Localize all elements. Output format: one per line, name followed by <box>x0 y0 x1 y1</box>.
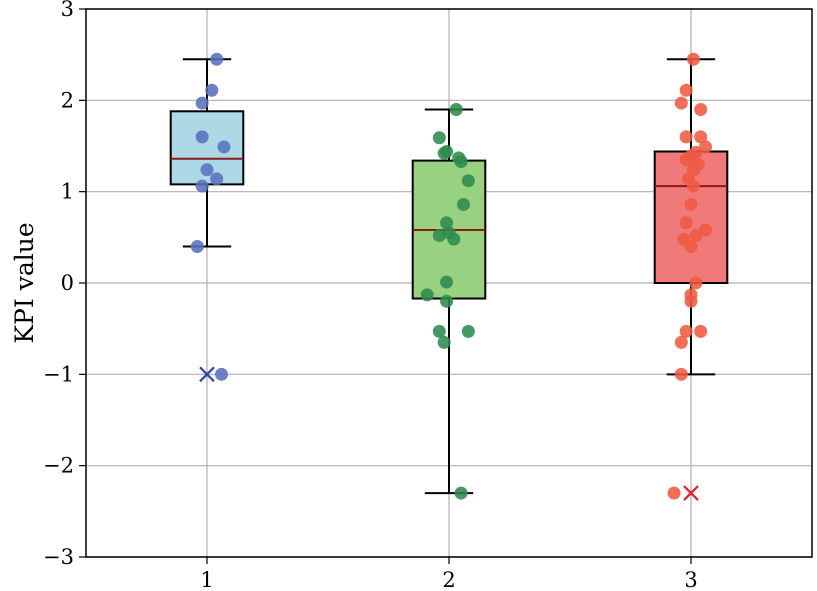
data-point <box>432 131 446 145</box>
data-point <box>195 130 209 144</box>
data-point <box>679 130 693 144</box>
data-point <box>684 294 698 308</box>
data-point <box>699 140 713 154</box>
point-layer <box>190 52 713 500</box>
data-point <box>190 239 204 253</box>
data-point <box>694 102 708 116</box>
data-point <box>689 229 703 243</box>
outlier-marker <box>683 485 699 501</box>
outlier-marker <box>199 366 215 383</box>
data-point <box>210 52 224 66</box>
data-point <box>684 197 698 211</box>
y-tick-label: 0 <box>61 271 74 295</box>
y-tick-label: 1 <box>61 180 74 204</box>
data-point <box>679 83 693 97</box>
data-point <box>440 294 454 308</box>
data-point <box>461 324 475 338</box>
data-point <box>674 335 688 349</box>
y-tick-label: −1 <box>43 362 74 386</box>
data-point <box>440 216 454 230</box>
data-point <box>667 486 681 500</box>
data-point <box>195 179 209 193</box>
data-point <box>686 179 700 193</box>
data-point <box>454 486 468 500</box>
y-tick-label: −2 <box>43 454 74 478</box>
data-point <box>217 140 231 154</box>
data-point <box>674 367 688 381</box>
data-point <box>440 275 454 289</box>
data-point <box>679 216 693 230</box>
data-point <box>679 153 693 167</box>
y-tick-label: 3 <box>61 0 74 21</box>
data-point <box>447 232 461 246</box>
data-point <box>210 172 224 186</box>
y-axis-label: KPI value <box>10 222 39 343</box>
data-point <box>200 163 214 177</box>
data-point <box>457 197 471 211</box>
y-tick-label: −3 <box>43 545 74 569</box>
data-point <box>454 155 468 169</box>
data-point <box>195 96 209 110</box>
data-point <box>694 130 708 144</box>
data-point <box>432 229 446 243</box>
data-point <box>689 276 703 290</box>
axis-ticks: −3 −2 −1 0 1 2 3 1 2 3 <box>43 0 698 591</box>
data-point <box>694 324 708 338</box>
data-point <box>684 239 698 253</box>
y-tick-label: 2 <box>61 88 74 112</box>
data-point <box>449 102 463 116</box>
box-group-1 <box>169 58 245 248</box>
x-tick-label: 1 <box>200 568 213 591</box>
data-point <box>437 335 451 349</box>
data-point <box>205 83 219 97</box>
data-point <box>461 174 475 188</box>
x-tick-label: 3 <box>684 568 697 591</box>
x-tick-label: 2 <box>442 568 455 591</box>
data-point <box>674 96 688 110</box>
data-point <box>699 223 713 237</box>
data-point <box>437 146 451 160</box>
data-point <box>686 52 700 66</box>
data-point <box>420 288 434 302</box>
data-point <box>432 324 446 338</box>
data-point <box>215 367 229 381</box>
data-point <box>679 324 693 338</box>
